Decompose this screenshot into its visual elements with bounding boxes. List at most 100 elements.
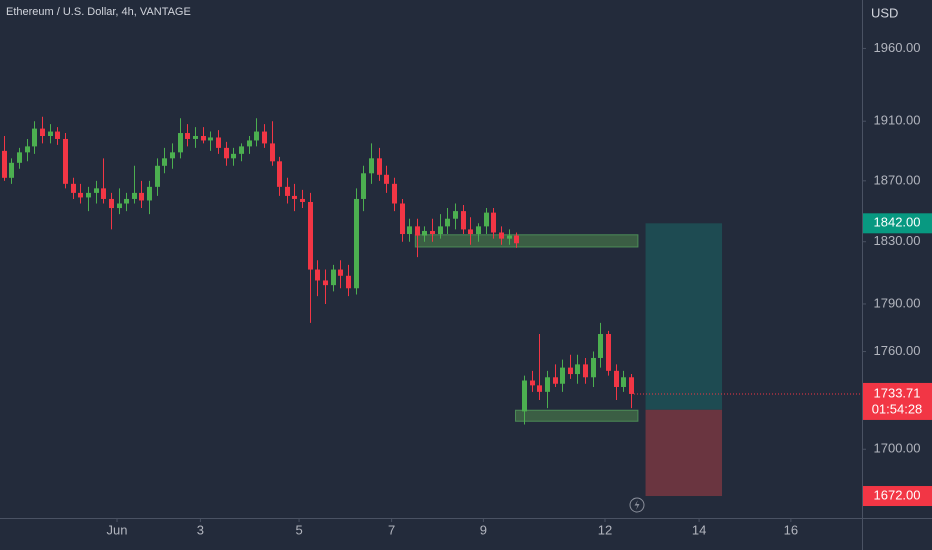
candle-body xyxy=(491,212,496,233)
candle-body xyxy=(124,198,129,204)
candle-body xyxy=(292,195,297,199)
candle-body xyxy=(55,131,60,139)
x-tick-label: 3 xyxy=(197,522,204,537)
x-tick-label: 9 xyxy=(480,522,487,537)
y-tick-label: 1910.00 xyxy=(874,113,921,128)
candle-body xyxy=(139,192,144,201)
last-price-label-bg xyxy=(863,382,932,420)
x-tick-label: 7 xyxy=(388,522,395,537)
candle-body xyxy=(461,211,466,230)
candle-body xyxy=(247,140,252,147)
candle-body xyxy=(231,153,236,159)
candle-body xyxy=(109,198,114,209)
x-tick-label: 14 xyxy=(692,522,706,537)
x-tick-label: 12 xyxy=(598,522,612,537)
candle-body xyxy=(178,133,183,153)
price-label: 1672.00 xyxy=(874,487,921,502)
candle-body xyxy=(25,146,30,153)
candle-body xyxy=(162,158,167,166)
candle-body xyxy=(71,183,76,193)
candle-body xyxy=(377,158,382,175)
candle-body xyxy=(476,226,481,235)
candle-body xyxy=(575,364,580,375)
support-zone xyxy=(515,409,639,422)
candle-body xyxy=(101,188,106,199)
candle-body xyxy=(9,162,14,178)
price-label-bg xyxy=(863,486,932,507)
currency: USD xyxy=(871,5,898,20)
candle-body xyxy=(2,150,7,178)
candle-body xyxy=(170,152,175,159)
support-zone xyxy=(414,234,639,248)
candle-body xyxy=(384,174,389,184)
candle-body xyxy=(308,201,313,270)
candle-body xyxy=(392,183,397,204)
candle-body xyxy=(361,173,366,199)
candle-body xyxy=(117,203,122,209)
y-tick-label: 1830.00 xyxy=(874,233,921,248)
y-tick-label: 1960.00 xyxy=(874,40,921,55)
candle-body xyxy=(468,229,473,235)
candle-body xyxy=(598,334,603,358)
candle-body xyxy=(553,377,558,384)
candle-body xyxy=(484,212,489,227)
candle-body xyxy=(94,188,99,193)
candle-body xyxy=(48,131,53,136)
plot-area xyxy=(2,116,862,497)
last-price-label: 1733.71 xyxy=(874,385,921,400)
candle-body xyxy=(606,334,611,371)
x-tick-label: 16 xyxy=(784,522,798,537)
x-tick-label: Jun xyxy=(107,522,128,537)
position-stop xyxy=(645,409,723,497)
candle-body xyxy=(568,367,573,375)
candle-body xyxy=(407,226,412,235)
candle-body xyxy=(583,364,588,378)
candle-body xyxy=(629,377,634,394)
candle-body xyxy=(262,131,267,144)
y-tick-label: 1870.00 xyxy=(874,172,921,187)
candle-body xyxy=(522,380,527,412)
candle-body xyxy=(445,218,450,227)
candle-body xyxy=(530,380,535,386)
candle-body xyxy=(400,203,405,235)
candle-body xyxy=(155,165,160,187)
candle-body xyxy=(277,161,282,187)
candle-body xyxy=(338,269,343,276)
candle-body xyxy=(415,226,420,236)
candle-body xyxy=(224,147,229,159)
candle-body xyxy=(560,367,565,384)
y-tick-label: 1760.00 xyxy=(874,343,921,358)
candle-body xyxy=(430,230,435,235)
candle-body xyxy=(354,198,359,289)
position-target xyxy=(645,223,723,410)
candle-body xyxy=(369,158,374,174)
candle-body xyxy=(285,186,290,196)
candle-body xyxy=(132,192,137,199)
price-label-bg xyxy=(863,213,932,234)
candle-body xyxy=(537,385,542,392)
candle-body xyxy=(208,137,213,141)
candle-body xyxy=(315,269,320,281)
candle-body xyxy=(193,135,198,139)
x-tick-label: 5 xyxy=(295,522,302,537)
replay-icon[interactable] xyxy=(629,497,645,513)
candle-body xyxy=(438,226,443,235)
candle-body xyxy=(17,152,22,163)
candle-body xyxy=(323,280,328,286)
candle-body xyxy=(545,377,550,392)
candle-body xyxy=(254,131,259,141)
candle-body xyxy=(514,235,519,244)
candle-body xyxy=(507,235,512,239)
candle-body xyxy=(147,186,152,201)
candle-body xyxy=(300,198,305,202)
candle-body xyxy=(270,143,275,162)
candle-body xyxy=(422,230,427,236)
candle-body xyxy=(499,232,504,239)
candle-body xyxy=(216,137,221,148)
candle-body xyxy=(331,269,336,286)
candle-body xyxy=(614,370,619,387)
candle-body xyxy=(32,128,37,147)
